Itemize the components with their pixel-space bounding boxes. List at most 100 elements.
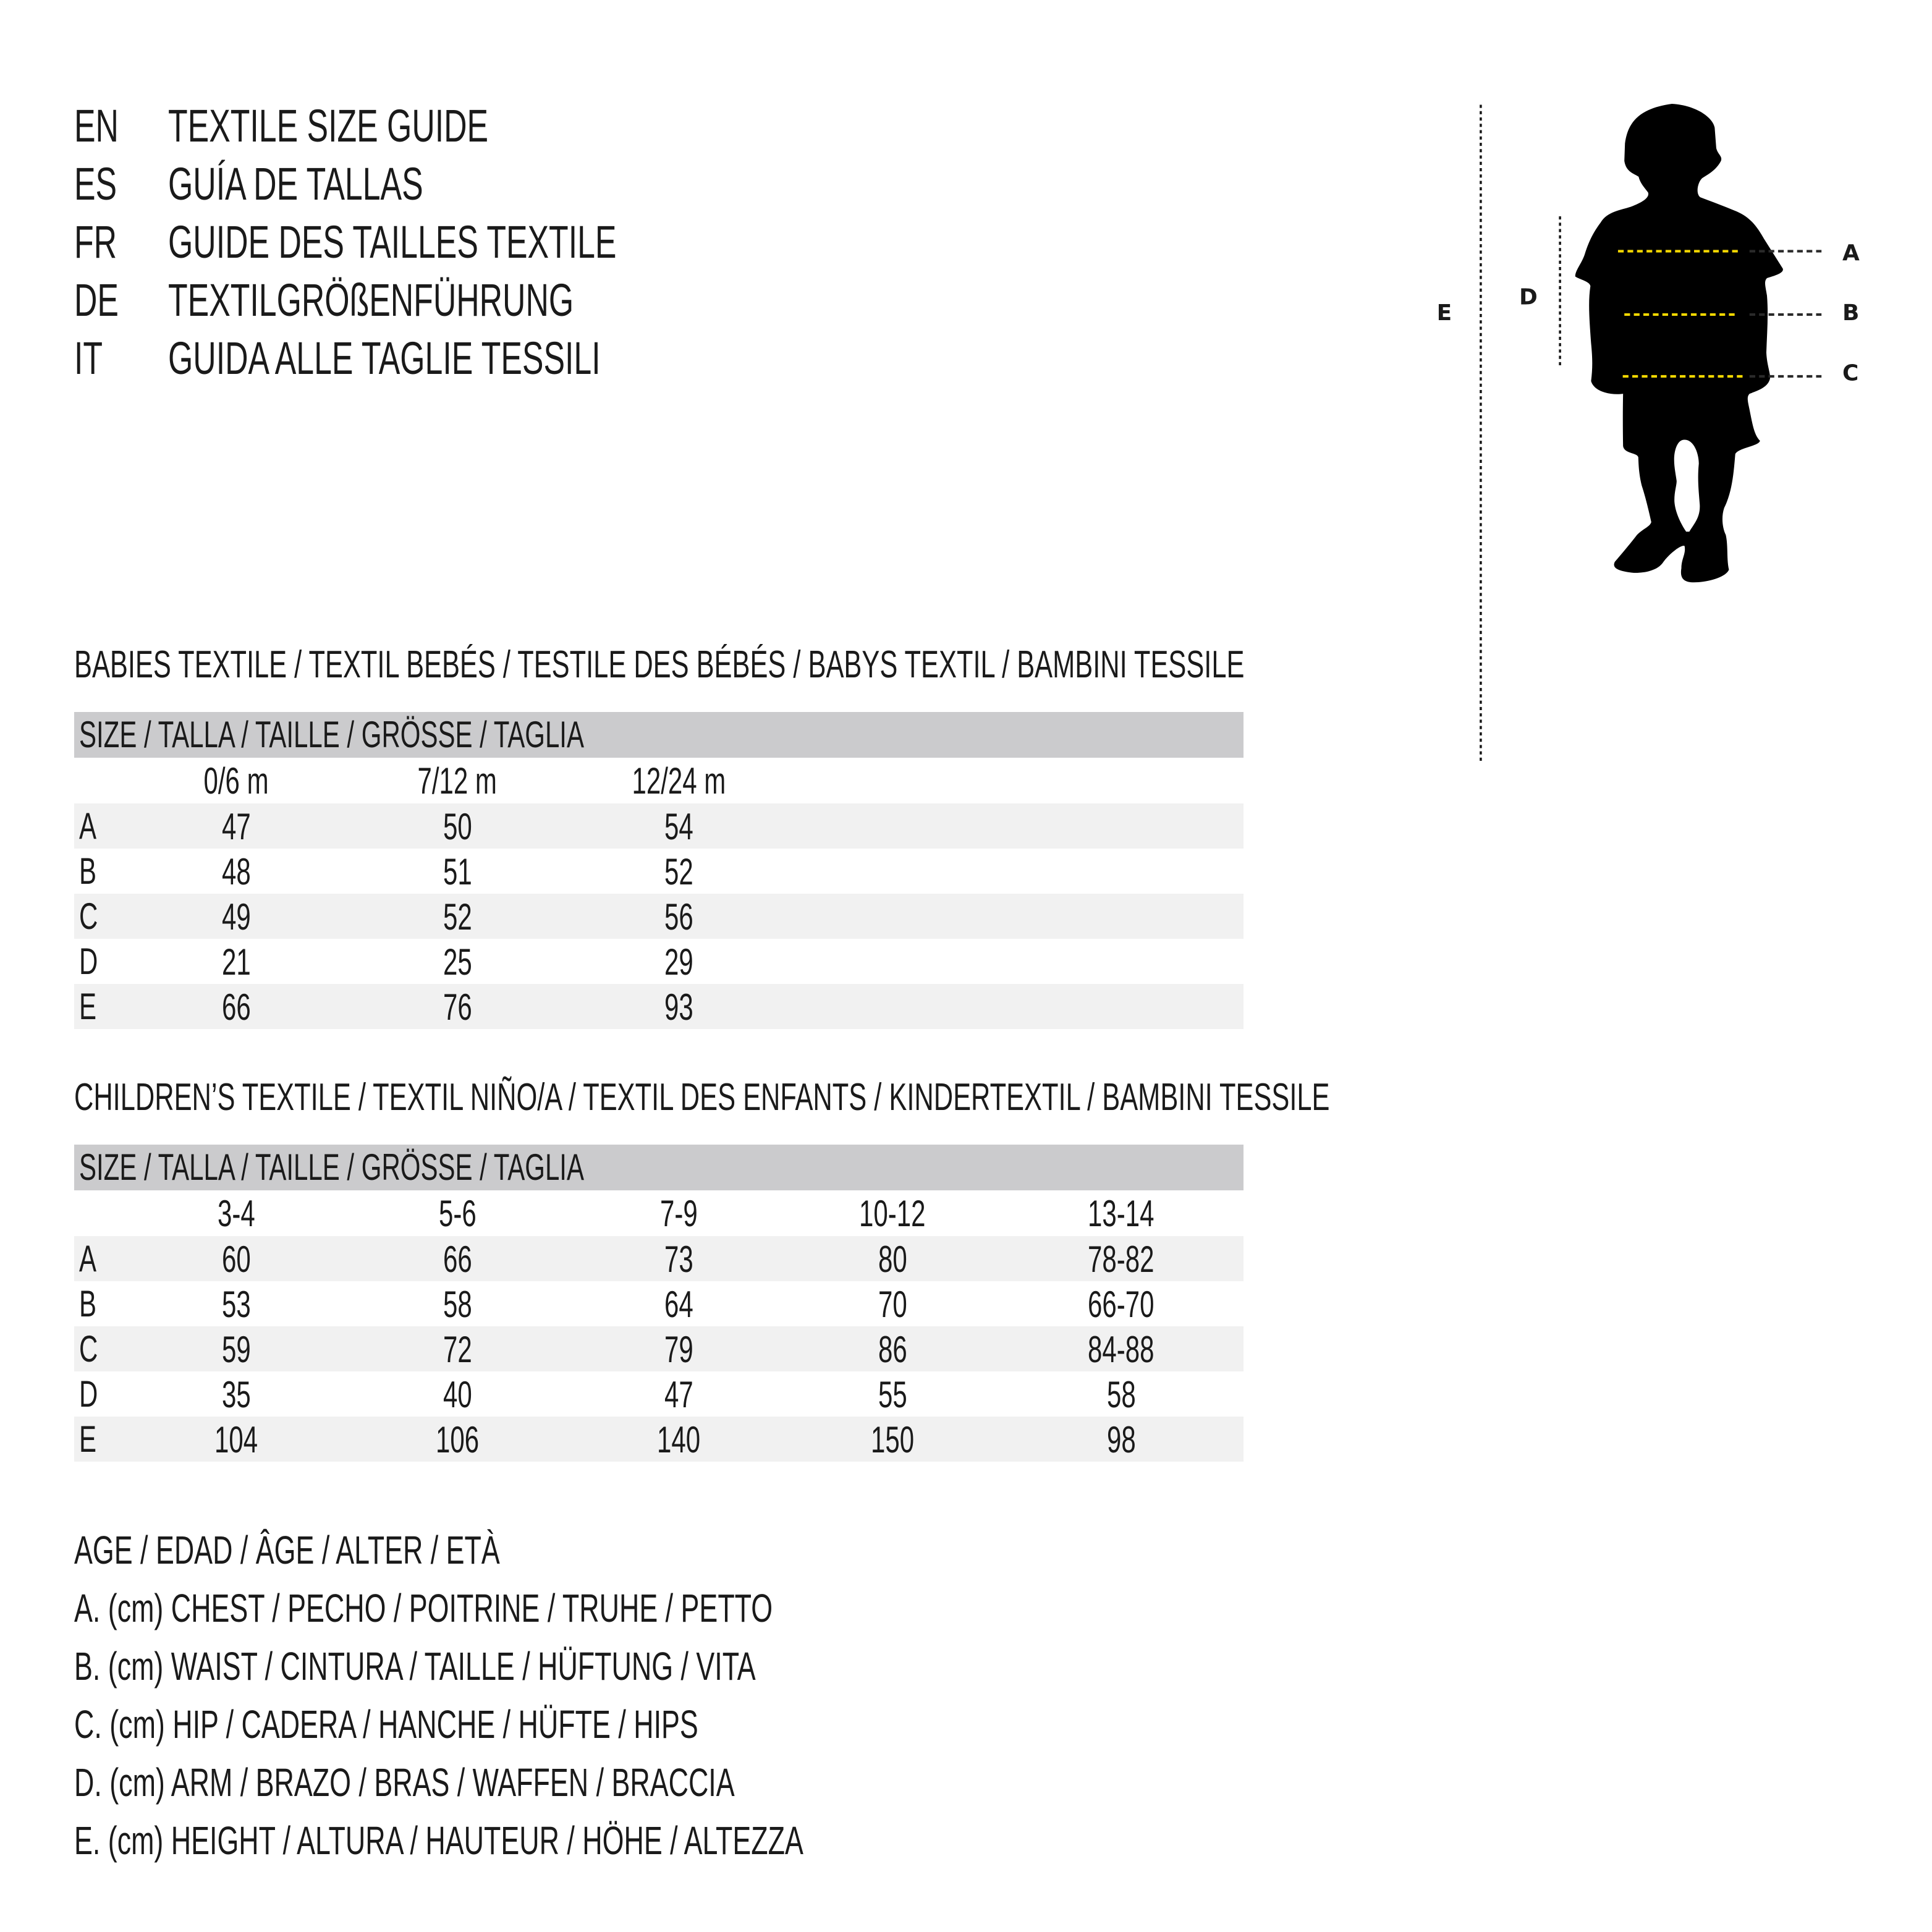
cell-value: 35 — [221, 1374, 251, 1415]
cell-value: 64 — [664, 1284, 693, 1325]
cell-value: 78-82 — [1088, 1239, 1155, 1280]
cell-value: 66 — [221, 986, 251, 1028]
title-text: GUIDE DES TAILLES TEXTILE — [168, 216, 617, 268]
table-row: C 59 72 79 86 84-88 — [74, 1326, 1244, 1371]
cell-value: 52 — [664, 851, 693, 892]
table-cell: 35 — [143, 1371, 329, 1418]
title-text: TEXTILGRÖßENFÜHRUNG — [168, 274, 574, 326]
row-label-text: B — [79, 850, 97, 892]
table-cell: 66 — [365, 1236, 550, 1283]
cell-value: 29 — [664, 941, 693, 983]
legend-text: A. (cm) CHEST / PECHO / POITRINE / TRUHE… — [74, 1586, 773, 1630]
column-header-text: 7/12 m — [417, 760, 498, 802]
table-cell: 93 — [586, 984, 771, 1031]
row-label-text: B — [79, 1283, 97, 1324]
row-label-text: C — [79, 1328, 98, 1370]
title-text: GUÍA DE TALLAS — [168, 158, 423, 210]
table-cell: 54 — [586, 803, 771, 850]
table-cell: 50 — [365, 803, 550, 850]
legend-chest: A. (cm) CHEST / PECHO / POITRINE / TRUHE… — [74, 1579, 1072, 1637]
cell-value: 93 — [664, 986, 693, 1028]
row-label-text: D — [79, 941, 98, 982]
lang-code: ES — [74, 158, 117, 210]
child-silhouette-icon — [1575, 103, 1783, 583]
column-header-text: 12/24 m — [632, 760, 726, 802]
cell-value: 76 — [443, 986, 472, 1028]
cell-value: 79 — [664, 1329, 693, 1370]
table-row: B 48 51 52 — [74, 849, 1244, 894]
cell-value: 58 — [1106, 1374, 1136, 1415]
table-cell: 150 — [800, 1417, 985, 1464]
table-cell: 48 — [143, 849, 329, 896]
cell-value: 40 — [443, 1374, 472, 1415]
cell-value: 60 — [221, 1239, 251, 1280]
row-label-text: E — [79, 1418, 97, 1460]
cell-value: 25 — [443, 941, 472, 983]
title-text: TEXTILE SIZE GUIDE — [168, 100, 489, 151]
row-label: E — [79, 984, 104, 1030]
table-cell: 86 — [800, 1326, 985, 1373]
legend-age: AGE / EDAD / ÂGE / ALTER / ETÀ — [74, 1521, 682, 1579]
cell-value: 140 — [656, 1419, 701, 1460]
table-row: E 104 106 140 150 98 — [74, 1417, 1244, 1462]
cell-value: 104 — [214, 1419, 258, 1460]
table-cell: 52 — [586, 849, 771, 896]
cell-value: 106 — [435, 1419, 480, 1460]
cell-value: 73 — [664, 1239, 693, 1280]
cell-value: 51 — [443, 851, 472, 892]
row-label-text: A — [79, 805, 97, 847]
table-cell: 78-82 — [1028, 1236, 1214, 1283]
size-header-band: SIZE / TALLA / TAILLE / GRÖSSE / TAGLIA — [74, 712, 1244, 758]
babies-heading-text: BABIES TEXTILE / TEXTIL BEBÉS / TESTILE … — [74, 643, 1245, 686]
table-row: D 21 25 29 — [74, 939, 1244, 984]
column-header: 0/6 m — [143, 758, 329, 805]
size-header-label: SIZE / TALLA / TAILLE / GRÖSSE / TAGLIA — [79, 714, 584, 755]
table-cell: 98 — [1028, 1417, 1214, 1464]
column-header-text: 13-14 — [1088, 1193, 1155, 1234]
cell-value: 66-70 — [1088, 1284, 1155, 1325]
legend-text: C. (cm) HIP / CADERA / HANCHE / HÜFTE / … — [74, 1702, 698, 1747]
row-label: B — [79, 849, 104, 894]
cell-value: 84-88 — [1088, 1329, 1155, 1370]
row-label: B — [79, 1281, 104, 1327]
cell-value: 48 — [221, 851, 251, 892]
table-cell: 66 — [143, 984, 329, 1031]
table-cell: 79 — [586, 1326, 771, 1373]
column-header: 3-4 — [143, 1190, 329, 1237]
size-header-label: SIZE / TALLA / TAILLE / GRÖSSE / TAGLIA — [79, 1146, 584, 1188]
cell-value: 55 — [878, 1374, 907, 1415]
cell-value: 54 — [664, 806, 693, 847]
column-header: 5-6 — [365, 1190, 550, 1237]
column-header-text: 3-4 — [217, 1193, 255, 1234]
column-header-text: 0/6 m — [203, 760, 269, 802]
table-cell: 106 — [365, 1417, 550, 1464]
size-header-band: SIZE / TALLA / TAILLE / GRÖSSE / TAGLIA — [74, 1145, 1244, 1190]
cell-value: 56 — [664, 896, 693, 938]
column-header: 7-9 — [586, 1190, 771, 1237]
row-label-text: E — [79, 986, 97, 1027]
table-cell: 52 — [365, 894, 550, 941]
cell-value: 86 — [878, 1329, 907, 1370]
row-label: D — [79, 1371, 106, 1417]
table-cell: 84-88 — [1028, 1326, 1214, 1373]
table-row: B 53 58 64 70 66-70 — [74, 1281, 1244, 1326]
row-label: E — [79, 1417, 104, 1462]
cell-value: 70 — [878, 1284, 907, 1325]
legend-arm: D. (cm) ARM / BRAZO / BRAS / WAFFEN / BR… — [74, 1753, 1018, 1811]
cell-value: 50 — [443, 806, 472, 847]
row-label: A — [79, 803, 104, 849]
row-label: D — [79, 939, 106, 985]
lang-code: FR — [74, 216, 117, 268]
table-cell: 29 — [586, 939, 771, 986]
title-text: GUIDA ALLE TAGLIE TESSILI — [168, 333, 601, 384]
table-row: A 60 66 73 80 78-82 — [74, 1236, 1244, 1281]
row-label: C — [79, 894, 106, 939]
column-header-text: 7-9 — [659, 1193, 698, 1234]
cell-value: 66 — [443, 1239, 472, 1280]
cell-value: 150 — [870, 1419, 915, 1460]
table-cell: 55 — [800, 1371, 985, 1418]
table-cell: 58 — [1028, 1371, 1214, 1418]
leg-gap — [1674, 439, 1700, 532]
legend-text: E. (cm) HEIGHT / ALTURA / HAUTEUR / HÖHE… — [74, 1818, 803, 1863]
row-label: C — [79, 1326, 106, 1372]
